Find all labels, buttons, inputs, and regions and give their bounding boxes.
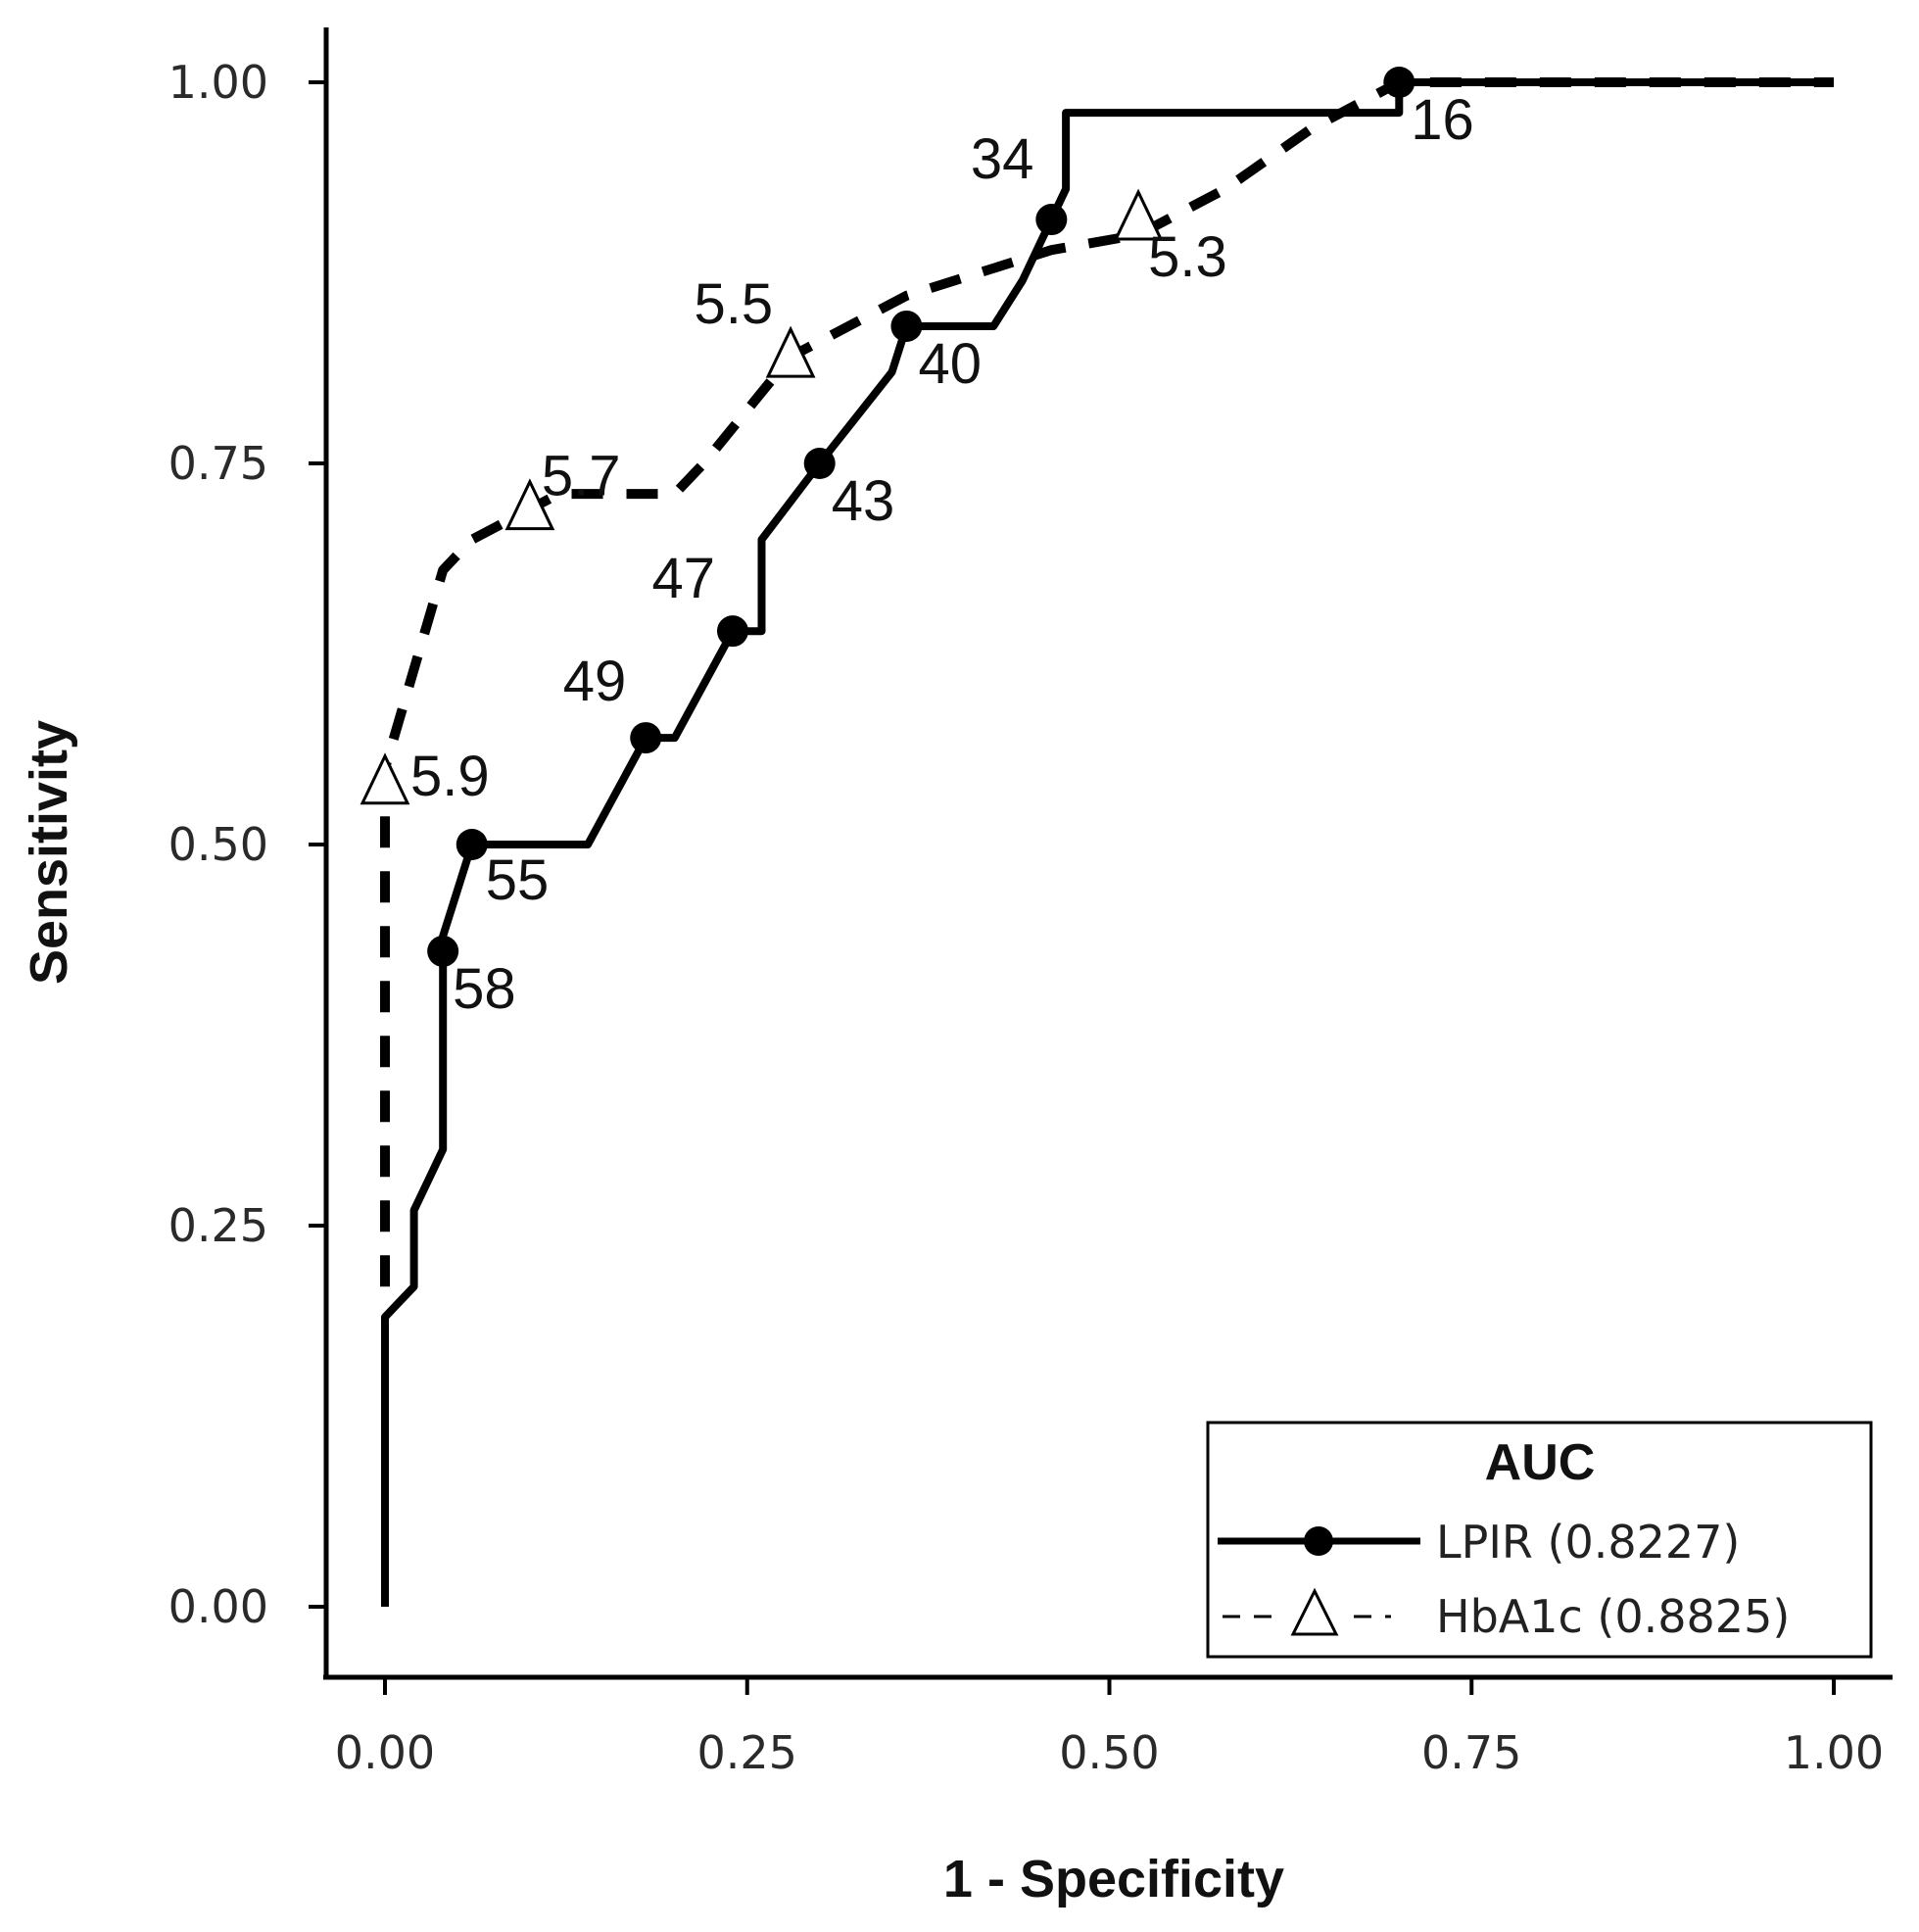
point-label: 5.3 bbox=[1148, 225, 1227, 289]
point-label: 47 bbox=[651, 547, 715, 610]
lpir-marker bbox=[803, 448, 836, 479]
legend-hba1c-marker bbox=[1290, 1587, 1339, 1636]
point-label: 49 bbox=[563, 650, 627, 713]
lpir-marker bbox=[456, 829, 488, 860]
point-label: 5.7 bbox=[542, 445, 621, 508]
y-tick-label: 1.00 bbox=[168, 56, 268, 109]
x-tick-label: 0.75 bbox=[1421, 1726, 1521, 1779]
x-tick-label: 0.25 bbox=[697, 1726, 797, 1779]
point-label: 16 bbox=[1411, 88, 1474, 152]
marker-layer bbox=[360, 67, 1415, 967]
lpir-marker bbox=[1035, 204, 1068, 236]
lpir-marker bbox=[716, 615, 748, 648]
x-tick-label: 1.00 bbox=[1784, 1726, 1884, 1779]
y-tick-label: 0.75 bbox=[168, 437, 268, 490]
x-axis-title: 1 - Specificity bbox=[943, 1850, 1284, 1908]
lpir-marker bbox=[630, 722, 662, 754]
hba1c-marker bbox=[1113, 188, 1164, 241]
series-lpir-line bbox=[381, 78, 1834, 1607]
x-axis-ticks: 0.00 0.25 0.50 0.75 1.00 bbox=[335, 1677, 1884, 1779]
y-tick-label: 0.00 bbox=[168, 1580, 268, 1633]
hba1c-marker bbox=[765, 325, 816, 378]
hba1c-marker bbox=[360, 752, 410, 805]
point-label: 58 bbox=[453, 957, 516, 1021]
legend-lpir-label: LPIR (0.8227) bbox=[1436, 1516, 1740, 1569]
point-label: 34 bbox=[971, 127, 1034, 191]
lpir-marker bbox=[890, 310, 923, 342]
series-hba1c-line bbox=[380, 77, 1834, 1287]
y-axis-ticks: 0.00 0.25 0.50 0.75 1.00 bbox=[168, 56, 326, 1633]
legend-lpir-marker bbox=[1304, 1526, 1333, 1556]
point-label-layer: 58 55 49 47 43 40 34 16 5.9 5.7 5.5 5.3 bbox=[410, 88, 1474, 1021]
legend-hba1c-label: HbA1c (0.8825) bbox=[1436, 1590, 1790, 1643]
point-label: 43 bbox=[832, 469, 895, 533]
y-tick-label: 0.50 bbox=[168, 818, 268, 871]
y-tick-label: 0.25 bbox=[168, 1199, 268, 1252]
point-label: 5.9 bbox=[410, 745, 490, 808]
lpir-marker bbox=[427, 935, 459, 967]
y-axis-title: Sensitivity bbox=[20, 720, 78, 985]
x-tick-label: 0.50 bbox=[1059, 1726, 1159, 1779]
lpir-marker bbox=[1383, 67, 1415, 98]
hba1c-marker bbox=[504, 478, 555, 531]
series-layer bbox=[380, 77, 1834, 1607]
x-tick-label: 0.00 bbox=[335, 1726, 435, 1779]
legend: AUC LPIR (0.8227) HbA1c (0.8825) bbox=[1206, 1421, 1873, 1659]
point-label: 5.5 bbox=[694, 272, 773, 336]
point-label: 55 bbox=[486, 848, 550, 912]
legend-title: AUC bbox=[1485, 1434, 1596, 1491]
point-label: 40 bbox=[918, 332, 982, 396]
